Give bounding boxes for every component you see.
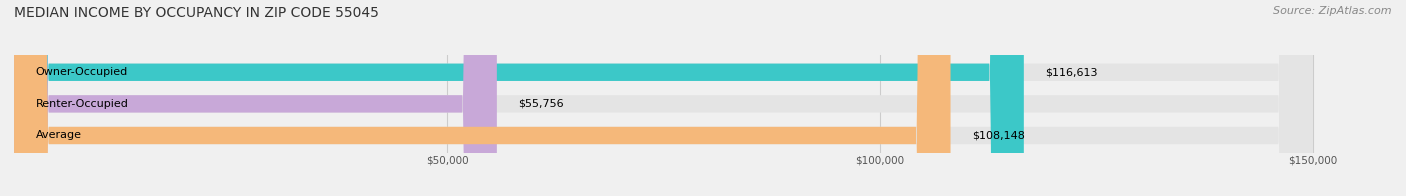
Text: $108,148: $108,148 — [972, 131, 1025, 141]
FancyBboxPatch shape — [14, 0, 1024, 196]
FancyBboxPatch shape — [14, 0, 1313, 196]
Text: MEDIAN INCOME BY OCCUPANCY IN ZIP CODE 55045: MEDIAN INCOME BY OCCUPANCY IN ZIP CODE 5… — [14, 6, 380, 20]
Text: $116,613: $116,613 — [1046, 67, 1098, 77]
Text: $55,756: $55,756 — [519, 99, 564, 109]
Text: Average: Average — [35, 131, 82, 141]
Text: Renter-Occupied: Renter-Occupied — [35, 99, 128, 109]
Text: Source: ZipAtlas.com: Source: ZipAtlas.com — [1274, 6, 1392, 16]
FancyBboxPatch shape — [14, 0, 950, 196]
FancyBboxPatch shape — [14, 0, 496, 196]
Text: Owner-Occupied: Owner-Occupied — [35, 67, 128, 77]
FancyBboxPatch shape — [14, 0, 1313, 196]
FancyBboxPatch shape — [14, 0, 1313, 196]
